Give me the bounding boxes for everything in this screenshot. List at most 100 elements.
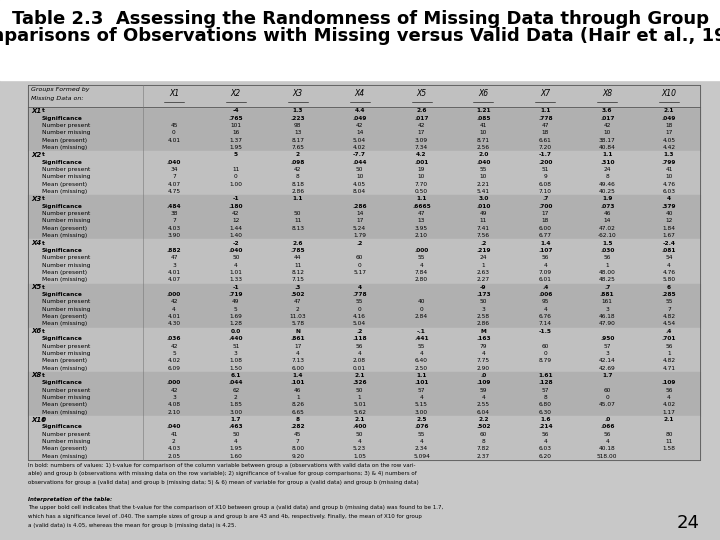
Bar	[28, 180, 700, 188]
Bar	[28, 151, 700, 158]
Bar	[28, 188, 700, 195]
Text: Number missing: Number missing	[42, 351, 91, 356]
Text: 161: 161	[602, 299, 613, 305]
Bar	[28, 430, 700, 438]
Text: 7.41: 7.41	[477, 226, 490, 231]
Text: 42: 42	[418, 123, 426, 128]
Text: X5: X5	[416, 89, 426, 98]
Text: 6.65: 6.65	[292, 410, 304, 415]
Text: Mean (present): Mean (present)	[42, 138, 87, 143]
Text: 2.86: 2.86	[477, 321, 490, 327]
Bar	[28, 298, 700, 306]
Text: X4: X4	[31, 240, 41, 246]
Text: .286: .286	[352, 204, 367, 209]
Text: 7.34: 7.34	[415, 145, 428, 150]
Text: 4: 4	[667, 262, 671, 268]
Bar	[28, 232, 700, 239]
Text: .881: .881	[600, 292, 614, 297]
Text: 8.04: 8.04	[353, 189, 366, 194]
Text: Number missing: Number missing	[42, 439, 91, 444]
Text: 7.82: 7.82	[477, 447, 490, 451]
Text: 47.02: 47.02	[599, 226, 616, 231]
Text: 7.84: 7.84	[415, 270, 428, 275]
Text: 5.01: 5.01	[353, 402, 366, 407]
Text: 3.90: 3.90	[167, 233, 181, 238]
Text: 7.10: 7.10	[539, 189, 552, 194]
Text: 7.70: 7.70	[415, 182, 428, 187]
Text: .7: .7	[604, 285, 611, 289]
Bar	[28, 394, 700, 401]
Text: .036: .036	[167, 336, 181, 341]
Text: 54: 54	[665, 255, 672, 260]
Text: 10: 10	[603, 130, 611, 135]
Text: 0: 0	[234, 174, 238, 179]
Text: 4.16: 4.16	[354, 314, 366, 319]
Text: X1: X1	[169, 89, 179, 98]
Text: Mean (missing): Mean (missing)	[42, 189, 87, 194]
Text: 2.10: 2.10	[168, 410, 181, 415]
Text: 4: 4	[358, 351, 361, 356]
Text: 5: 5	[234, 152, 238, 157]
Text: Number present: Number present	[42, 255, 90, 260]
Text: .440: .440	[228, 336, 243, 341]
Text: 2.5: 2.5	[416, 417, 427, 422]
Text: 11: 11	[665, 439, 672, 444]
Text: 6.30: 6.30	[539, 410, 552, 415]
Text: Mean (missing): Mean (missing)	[42, 454, 87, 459]
Text: .950: .950	[600, 336, 614, 341]
Text: .000: .000	[167, 380, 181, 385]
Text: 49: 49	[480, 211, 487, 216]
Text: t: t	[42, 108, 45, 113]
Text: 7.56: 7.56	[477, 233, 490, 238]
Text: 6.76: 6.76	[539, 314, 552, 319]
Text: .463: .463	[228, 424, 243, 429]
Text: .701: .701	[662, 336, 676, 341]
Text: .006: .006	[538, 292, 552, 297]
Text: 6.03: 6.03	[662, 189, 675, 194]
Bar	[28, 239, 700, 247]
Bar	[28, 254, 700, 261]
Text: 1.95: 1.95	[230, 447, 243, 451]
Text: 60: 60	[480, 432, 487, 437]
Text: 42: 42	[603, 123, 611, 128]
Text: .200: .200	[538, 160, 552, 165]
Text: 50: 50	[356, 388, 364, 393]
Text: .076: .076	[414, 424, 428, 429]
Text: 1.33: 1.33	[230, 278, 243, 282]
Text: 42.69: 42.69	[599, 366, 616, 370]
Text: 1.1: 1.1	[602, 152, 613, 157]
Text: 4: 4	[667, 197, 671, 201]
Text: t: t	[42, 373, 45, 378]
Text: Number present: Number present	[42, 343, 90, 348]
Text: 4: 4	[544, 262, 547, 268]
Text: 7: 7	[667, 307, 671, 312]
Text: 4.01: 4.01	[168, 314, 181, 319]
Text: 18: 18	[541, 219, 549, 224]
Text: .214: .214	[538, 424, 552, 429]
Text: M: M	[480, 329, 486, 334]
Text: 7: 7	[296, 439, 300, 444]
Text: 47: 47	[418, 211, 426, 216]
Text: 9.20: 9.20	[291, 454, 305, 459]
Text: .040: .040	[229, 248, 243, 253]
Text: Number present: Number present	[42, 299, 90, 305]
Text: 1: 1	[667, 351, 671, 356]
Text: t: t	[42, 329, 45, 334]
Text: 55: 55	[418, 432, 426, 437]
Text: 6.03: 6.03	[539, 447, 552, 451]
Text: 4.30: 4.30	[167, 321, 181, 327]
Text: 1.21: 1.21	[476, 108, 491, 113]
Text: 5.094: 5.094	[413, 454, 430, 459]
Text: -1.7: -1.7	[539, 152, 552, 157]
Text: The upper bold cell indicates that the t-value for the comparison of X10 between: The upper bold cell indicates that the t…	[28, 505, 444, 510]
Text: 47.90: 47.90	[599, 321, 616, 327]
Text: 1.5: 1.5	[602, 240, 613, 246]
Text: 4.03: 4.03	[167, 447, 181, 451]
Text: Mean (missing): Mean (missing)	[42, 145, 87, 150]
Text: .010: .010	[476, 204, 490, 209]
Bar	[28, 276, 700, 284]
Text: 42: 42	[170, 343, 178, 348]
Text: 48.25: 48.25	[599, 278, 616, 282]
Text: .040: .040	[167, 160, 181, 165]
Text: .379: .379	[662, 204, 676, 209]
